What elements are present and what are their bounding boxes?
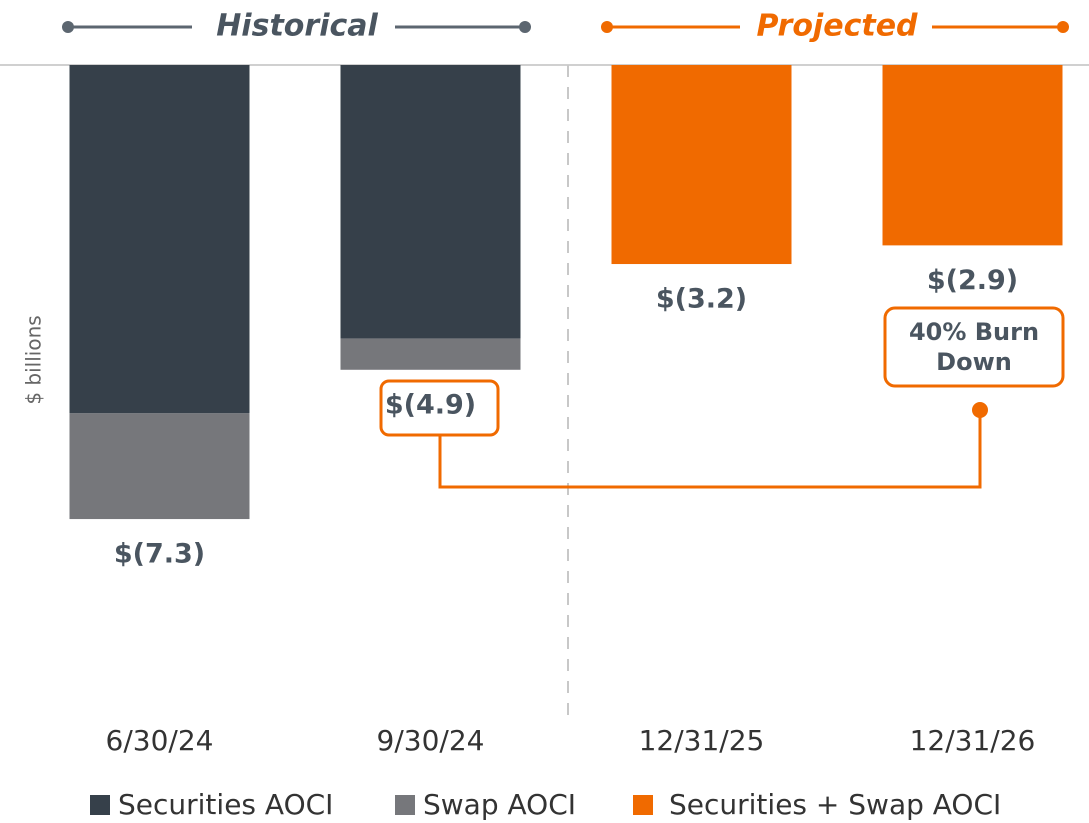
legend-label: Securities + Swap AOCI [669,788,1001,821]
projected-label: Projected [756,9,918,44]
bar-segment [611,65,792,265]
burn-down-text: 40% Burn Down [908,318,1040,376]
total-label: $(4.9) [385,389,476,420]
bar-segment [69,65,250,414]
y-axis-label: $ billions [22,315,46,404]
legend-swatch [395,795,415,815]
x-tick-label: 12/31/25 [639,724,765,757]
x-tick-label: 12/31/26 [910,724,1036,757]
historical-header [62,21,531,33]
total-label: $(7.3) [114,539,205,570]
legend-swatch [633,795,653,815]
burn-down-box [883,306,1065,388]
bar-segment [69,413,250,520]
connector [438,410,982,489]
bar-segment [340,65,521,339]
bar-segment [882,65,1063,246]
x-tick-label: 9/30/24 [377,724,485,757]
highlight-box [379,379,500,437]
bar-segment [340,338,521,370]
legend-label: Securities AOCI [118,788,333,821]
burn-down-wrap: 40% Burn Down [908,318,1040,376]
projected-header [601,21,1069,33]
legend-label: Swap AOCI [423,788,576,821]
historical-label: Historical [216,9,378,44]
x-tick-label: 6/30/24 [106,724,214,757]
total-label: $(3.2) [656,284,747,315]
legend-swatch [90,795,110,815]
total-label: $(2.9) [927,265,1018,296]
connector-dot [972,402,988,418]
